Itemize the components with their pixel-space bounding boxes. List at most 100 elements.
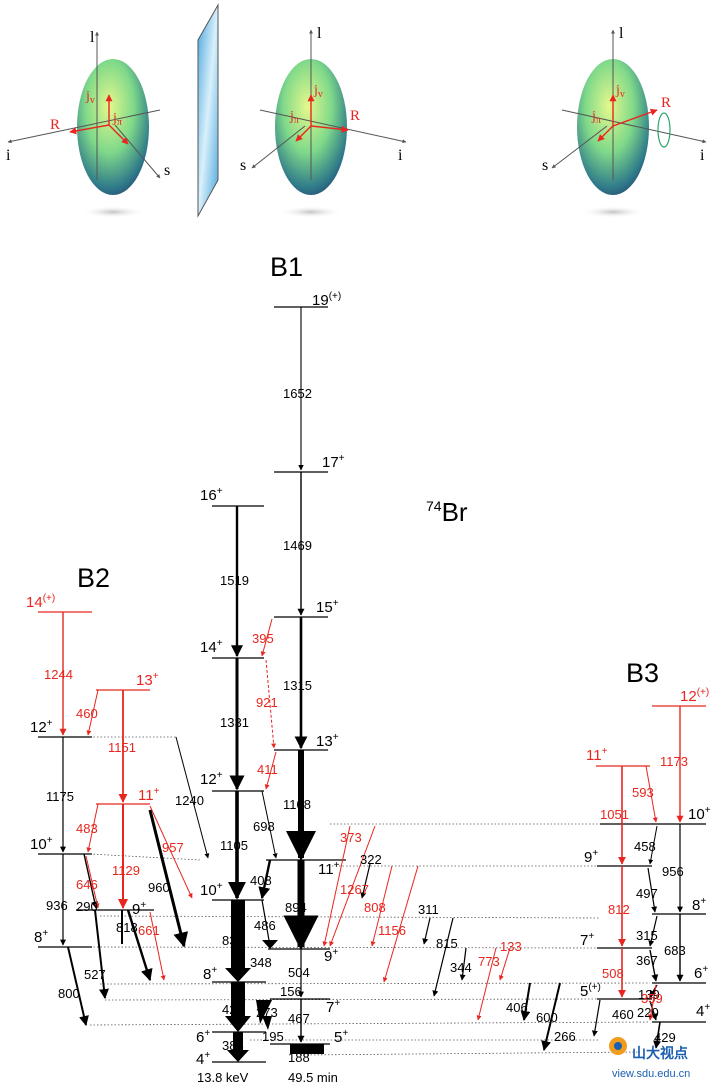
svg-text:1267: 1267	[340, 882, 369, 897]
gamma-373	[329, 825, 376, 947]
gamma-458	[648, 825, 658, 865]
gamma-773	[476, 947, 497, 1021]
gamma-195	[262, 1016, 272, 1030]
rotor-panel-3: l i s R jv jπ	[542, 25, 707, 218]
svg-text:311: 311	[418, 902, 439, 917]
gamma-527	[94, 909, 109, 999]
svg-text:359: 359	[641, 991, 663, 1006]
svg-text:600: 600	[536, 1010, 558, 1025]
R-label: R	[50, 117, 60, 133]
svg-text:6+: 6+	[196, 1028, 210, 1046]
svg-text:808: 808	[364, 900, 386, 915]
energy-labels-red: 395 921 411 373 1267 808 1156 133 773 12…	[44, 631, 688, 1006]
svg-text:367: 367	[636, 953, 658, 968]
svg-text:139: 139	[638, 987, 660, 1002]
svg-text:383: 383	[222, 1038, 244, 1053]
i-axis-label: i	[6, 147, 11, 164]
svg-text:773: 773	[478, 954, 500, 969]
svg-text:1315: 1315	[283, 678, 312, 693]
svg-text:4+: 4+	[196, 1050, 210, 1068]
svg-text:8+: 8+	[692, 896, 706, 914]
gamma-1156	[382, 865, 419, 983]
gamma-429-b3	[653, 1021, 662, 1049]
svg-text:8+: 8+	[34, 928, 48, 946]
svg-text:6+: 6+	[694, 964, 708, 982]
svg-text:156: 156	[280, 984, 302, 999]
svg-text:344: 344	[450, 960, 472, 975]
gamma-156	[256, 1000, 272, 1024]
i-axis	[259, 109, 407, 144]
dotted-connectors	[89, 736, 651, 1056]
svg-text:1051: 1051	[600, 807, 629, 822]
svg-text:815: 815	[436, 936, 458, 951]
gamma-593	[645, 765, 658, 823]
rotation-loop	[657, 112, 671, 148]
svg-text:4+: 4+	[696, 1002, 710, 1020]
shadow	[81, 206, 145, 218]
svg-text:921: 921	[256, 695, 278, 710]
svg-text:9+: 9+	[132, 900, 146, 918]
gamma-460-red	[86, 689, 99, 736]
svg-text:16+: 16+	[200, 486, 223, 504]
svg-text:1129: 1129	[112, 863, 140, 878]
svg-text:12(+): 12(+)	[680, 687, 709, 705]
gamma-698	[261, 790, 278, 859]
svg-text:812: 812	[608, 902, 630, 917]
svg-text:15+: 15+	[316, 598, 339, 616]
svg-text:290: 290	[76, 899, 98, 914]
gamma-411	[264, 751, 277, 790]
watermark-brand: 山大视点	[632, 1045, 688, 1061]
svg-text:1108: 1108	[283, 797, 311, 812]
l-axis-label: l	[317, 25, 322, 42]
gamma-429	[225, 982, 251, 1032]
svg-text:661: 661	[138, 923, 160, 938]
gamma-815	[432, 917, 454, 997]
mirror-plane	[197, 3, 219, 218]
svg-text:133: 133	[500, 939, 522, 954]
gamma-220	[649, 1000, 658, 1021]
svg-text:527: 527	[84, 967, 106, 982]
gamma-348	[262, 940, 278, 949]
svg-text:460: 460	[612, 1007, 634, 1022]
spin-labels-red: 14(+) 13+ 11+ 12(+) 11+	[26, 593, 709, 804]
svg-text:14+: 14+	[200, 638, 223, 656]
gamma-408	[258, 859, 272, 900]
svg-text:800: 800	[58, 986, 80, 1001]
shadow	[581, 206, 645, 218]
band-title-B1: B1	[270, 252, 303, 282]
gamma-808	[370, 865, 393, 947]
band-title-B2: B2	[77, 563, 110, 593]
svg-text:220: 220	[637, 1005, 659, 1020]
svg-text:894: 894	[285, 900, 307, 915]
gamma-395	[260, 618, 273, 657]
svg-text:698: 698	[253, 819, 275, 834]
svg-text:486: 486	[254, 918, 276, 933]
watermark-url: view.sdu.edu.cn	[612, 1068, 690, 1080]
R-label: R	[350, 108, 360, 124]
svg-text:8+: 8+	[203, 965, 217, 983]
svg-text:960: 960	[148, 880, 170, 895]
svg-text:467: 467	[288, 1011, 310, 1026]
R-vector	[612, 108, 658, 127]
gamma-600	[541, 982, 561, 1051]
svg-text:408: 408	[250, 873, 272, 888]
spin-labels: 19(+) 17+ 15+ 13+ 11+ 9+ 7+ 5+ 16+ 14+ 1…	[30, 291, 711, 1068]
gamma-960	[148, 809, 189, 948]
R-vector	[69, 124, 110, 135]
svg-text:497: 497	[636, 886, 658, 901]
gamma-315	[648, 915, 658, 947]
gamma-367	[649, 949, 659, 982]
svg-text:957: 957	[162, 840, 184, 855]
gamma-834	[225, 900, 251, 982]
svg-text:10+: 10+	[688, 805, 711, 823]
jv-label: jv	[313, 83, 323, 100]
gamma-1240	[175, 736, 210, 859]
svg-text:646: 646	[76, 877, 98, 892]
jpi-vector	[295, 125, 312, 142]
s-axis	[114, 124, 161, 179]
svg-text:10+: 10+	[200, 881, 223, 899]
l-axis-label: l	[619, 25, 624, 42]
gamma-290	[83, 853, 99, 909]
